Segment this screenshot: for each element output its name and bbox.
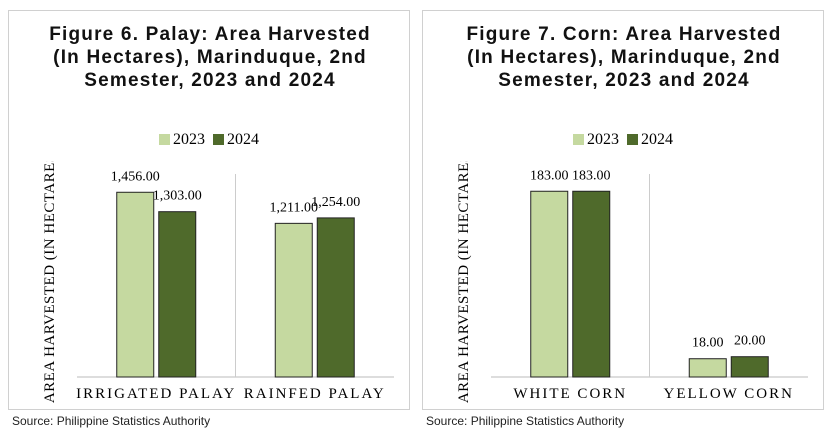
legend-label: 2024 xyxy=(641,131,673,148)
value-label: 1,254.00 xyxy=(311,195,360,210)
source: Source: Philippine Statistics Authority xyxy=(12,414,211,428)
value-label: 183.00 xyxy=(572,168,611,183)
legend-label: 2023 xyxy=(173,131,205,148)
value-label: 1,211.00 xyxy=(270,200,318,215)
legend-swatch xyxy=(213,134,224,145)
x-tick-label: YELLOW CORN xyxy=(664,386,794,402)
y-axis-label: AREA HARVESTED (IN HECTARES) xyxy=(42,161,58,403)
value-label: 183.00 xyxy=(530,168,569,183)
bar xyxy=(316,217,355,378)
legend-label: 2024 xyxy=(227,131,259,148)
plot: AREA HARVESTED (IN HECTARES) IRRIGATED PA… xyxy=(42,161,394,403)
legend-item: 2024 xyxy=(213,131,259,148)
bar xyxy=(572,190,611,378)
plot: AREA HARVESTED (IN HECTARES) WHITE CORN 18… xyxy=(456,161,808,403)
bar xyxy=(116,191,155,378)
value-label: 18.00 xyxy=(692,336,724,351)
y-axis-label: AREA HARVESTED (IN HECTARES) xyxy=(456,161,472,403)
x-tick-label: IRRIGATED PALAY xyxy=(76,386,236,402)
legend: 2023 2024 xyxy=(423,131,823,149)
bar xyxy=(274,222,313,378)
legend: 2023 2024 xyxy=(9,131,409,149)
value-label: 20.00 xyxy=(734,334,766,349)
x-tick-label: RAINFED PALAY xyxy=(244,386,386,402)
x-tick-label: WHITE CORN xyxy=(513,386,627,402)
bar xyxy=(530,190,569,378)
legend-label: 2023 xyxy=(587,131,619,148)
source: Source: Philippine Statistics Authority xyxy=(426,414,625,428)
bar xyxy=(158,211,197,378)
legend-item: 2024 xyxy=(627,131,673,148)
legend-swatch xyxy=(159,134,170,145)
chart-panel: Figure 7. Corn: Area Harvested (In Hecta… xyxy=(422,10,824,410)
chart-title: Figure 7. Corn: Area Harvested (In Hecta… xyxy=(466,24,782,91)
legend-item: 2023 xyxy=(573,131,619,148)
value-label: 1,303.00 xyxy=(153,189,202,204)
bar xyxy=(688,358,727,378)
value-label: 1,456.00 xyxy=(111,169,160,184)
legend-swatch xyxy=(627,134,638,145)
legend-item: 2023 xyxy=(159,131,205,148)
chart-panel: Figure 6. Palay: Area Harvested (In Hect… xyxy=(8,10,410,410)
bar xyxy=(730,356,769,378)
legend-swatch xyxy=(573,134,584,145)
chart-title: Figure 6. Palay: Area Harvested (In Hect… xyxy=(49,24,371,91)
